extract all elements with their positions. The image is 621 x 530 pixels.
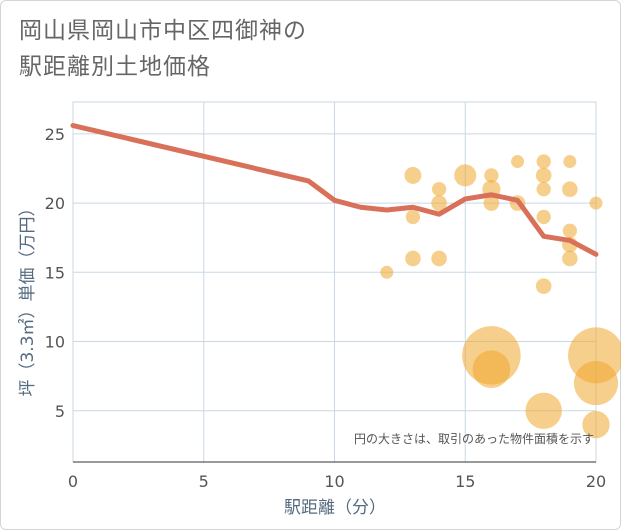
data-bubble xyxy=(483,195,500,211)
x-tick-label: 0 xyxy=(68,472,78,491)
y-tick-label: 15 xyxy=(45,263,65,282)
bubble-layer xyxy=(380,154,621,439)
average-price-line xyxy=(70,123,599,257)
data-bubble xyxy=(405,250,421,267)
data-bubble xyxy=(431,182,447,197)
data-bubble xyxy=(454,164,477,187)
data-bubble xyxy=(536,154,551,169)
data-bubble xyxy=(573,360,619,406)
x-tick-label: 5 xyxy=(199,472,209,491)
average-line-layer xyxy=(70,123,599,257)
data-bubble xyxy=(562,250,578,267)
data-bubble xyxy=(511,155,525,169)
chart-title-line-1: 岡山県岡山市中区四御神の xyxy=(19,18,307,44)
y-tick-label: 25 xyxy=(45,125,65,144)
data-bubble xyxy=(562,223,577,238)
data-bubble xyxy=(536,182,551,197)
data-bubble xyxy=(431,250,447,267)
data-bubble xyxy=(536,209,551,225)
data-bubble xyxy=(589,196,603,210)
data-bubble xyxy=(484,168,499,183)
y-tick-label: 5 xyxy=(55,402,65,421)
data-bubble xyxy=(535,167,552,184)
y-tick-label: 10 xyxy=(45,333,65,352)
data-bubble xyxy=(380,265,394,279)
x-tick-label: 10 xyxy=(324,472,344,491)
x-tick-label: 15 xyxy=(455,472,475,491)
x-axis-label: 駅距離（分） xyxy=(284,498,386,518)
data-bubble xyxy=(431,195,447,211)
data-bubble xyxy=(405,209,421,225)
data-bubble xyxy=(563,155,577,169)
data-bubble xyxy=(535,278,552,294)
data-bubble xyxy=(472,350,511,389)
y-tick-label: 20 xyxy=(45,194,65,213)
y-axis-label: 坪（3.3㎡）単価（万円） xyxy=(18,199,38,396)
data-bubble xyxy=(525,392,562,429)
bubble-size-note: 円の大きさは、取引のあった物件面積を示す xyxy=(354,431,594,446)
chart-title: 岡山県岡山市中区四御神の 駅距離別土地価格 xyxy=(19,13,307,85)
x-tick-label: 20 xyxy=(586,472,606,491)
data-bubble xyxy=(404,166,422,184)
chart-title-line-2: 駅距離別土地価格 xyxy=(19,54,211,80)
axis-ticks: 0 5 10 15 20 5 10 15 20 25 xyxy=(45,125,607,491)
data-bubble xyxy=(562,181,578,198)
data-bubble xyxy=(582,410,610,439)
